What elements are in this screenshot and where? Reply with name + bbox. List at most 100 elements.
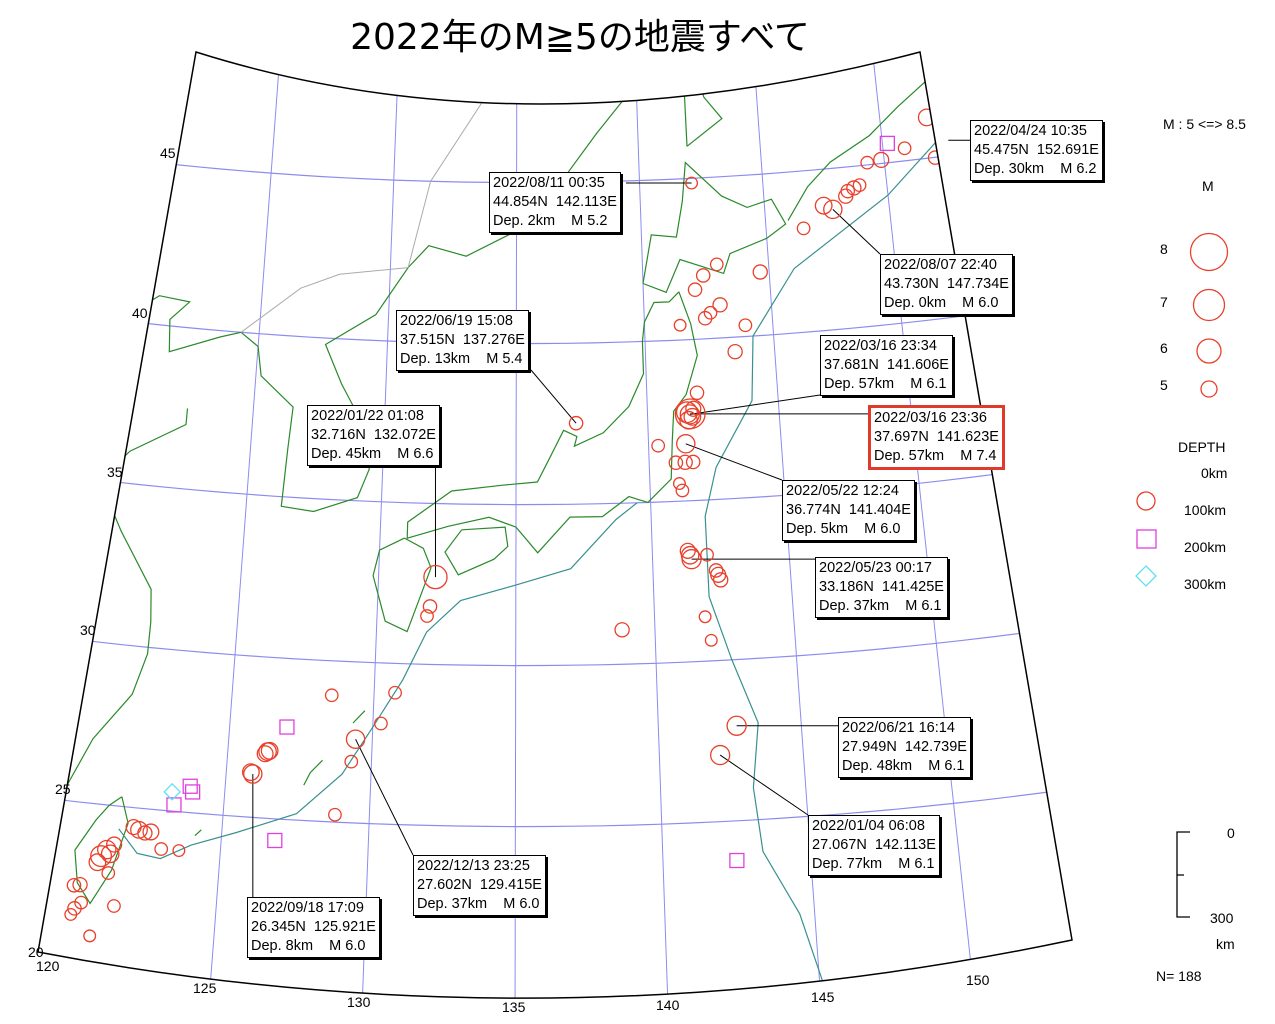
earthquake-marker: [568, 415, 584, 431]
earthquake-marker: [796, 221, 811, 236]
callout-date: 2022/05/22 12:24: [786, 483, 899, 499]
legend-depth-0: 0km: [1201, 465, 1228, 481]
earthquake-marker: [673, 318, 687, 332]
meridian-125: [208, 52, 282, 999]
callout: 2022/05/23 00:17 33.186N 141.425E Dep. 37k…: [815, 557, 948, 618]
earthquake-marker: [752, 264, 768, 280]
coastline-shikoku: [444, 526, 509, 576]
earthquake-marker: [697, 310, 713, 326]
legend-depth-square-icon: [1136, 529, 1157, 549]
callout: 2022/01/22 01:08 32.716N 132.072E Dep. 45k…: [307, 405, 440, 466]
callout-info: Dep. 2km M 5.2: [493, 213, 608, 229]
parallel-35: [38, 444, 1072, 506]
legend-depth-circle-icon: [1136, 491, 1156, 511]
callout-date: 2022/04/24 10:35: [974, 123, 1087, 139]
coastline-kyushu: [372, 537, 432, 633]
earthquake-marker: [729, 852, 745, 869]
earthquake-marker: [66, 878, 82, 893]
earthquake-marker: [703, 305, 718, 320]
earthquake-marker: [677, 454, 693, 471]
lon-tick-label: 145: [811, 989, 835, 1005]
callout-info: Dep. 0km M 6.0: [884, 295, 999, 311]
earthquake-marker: [897, 141, 912, 156]
callout-leader-line: [832, 208, 881, 255]
meridian-150: [869, 52, 975, 990]
map-frame: [37, 51, 1073, 999]
earthquake-marker: [83, 929, 97, 943]
coastline-shandong: [38, 408, 189, 814]
depth-scale-unit: km: [1216, 936, 1235, 952]
earthquake-marker: [172, 844, 186, 858]
callout-loc: 32.716N 132.072E: [311, 427, 436, 443]
event-count: N= 188: [1156, 968, 1202, 984]
callout-info: Dep. 37km M 6.1: [819, 598, 942, 614]
earthquake-marker: [267, 832, 283, 849]
depth-scale-bottom: 300: [1210, 910, 1234, 926]
legend-mag-7: 7: [1160, 294, 1168, 310]
earthquake-markers: [64, 108, 962, 943]
callout-leader-line: [689, 394, 821, 415]
legend-mag-6: 6: [1160, 340, 1168, 356]
earthquake-marker: [689, 385, 705, 401]
callout-info: Dep. 77km M 6.1: [812, 856, 935, 872]
callout-loc: 27.949N 142.739E: [842, 739, 967, 755]
legend-mag-circle: [1200, 380, 1218, 398]
earthquake-marker: [838, 188, 854, 204]
earthquake-marker: [679, 542, 696, 559]
coastline-china: [117, 295, 242, 353]
earthquake-marker: [873, 151, 890, 169]
depth-scale-bar: [1176, 831, 1190, 918]
earthquake-marker: [374, 716, 388, 731]
callout: 2022/08/07 22:40 43.730N 147.734E Dep. 0km…: [880, 254, 1013, 315]
earthquake-marker: [738, 318, 753, 333]
callout-date: 2022/05/23 00:17: [819, 560, 932, 576]
trench-line: [704, 53, 982, 993]
trench-lines: [118, 53, 982, 993]
earthquake-marker: [675, 483, 690, 498]
earthquake-marker: [708, 563, 724, 578]
earthquake-marker: [100, 844, 120, 864]
earthquake-marker: [423, 564, 448, 590]
callout: 2022/09/18 17:09 26.345N 125.921E Dep. 8km…: [247, 897, 380, 958]
earthquake-marker: [97, 839, 117, 860]
callout-info: Dep. 30km M 6.2: [974, 161, 1097, 177]
earthquake-marker: [241, 763, 260, 782]
earthquake-marker: [279, 719, 295, 735]
callout-date: 2022/06/21 16:14: [842, 720, 955, 736]
earthquake-marker: [420, 609, 434, 623]
callout-date: 2022/01/22 01:08: [311, 408, 424, 424]
coastlines: [38, 52, 950, 905]
border-line: [240, 267, 409, 333]
coastline-honshu: [406, 291, 698, 554]
lat-tick-label: 30: [80, 622, 96, 638]
callout: 2022/05/22 12:24 36.774N 141.404E Dep. 5km…: [782, 480, 915, 541]
parallel-25: [38, 760, 1072, 828]
legend-depth-100: 100km: [1184, 502, 1227, 518]
earthquake-marker: [101, 866, 116, 880]
callout-leader-line: [719, 754, 809, 816]
lat-tick-label: 20: [28, 944, 44, 960]
callout: 2022/01/04 06:08 27.067N 142.113E Dep. 77k…: [808, 815, 940, 876]
legend-marks: [1135, 232, 1229, 918]
callout-info: Dep. 57km M 7.4: [874, 448, 997, 464]
earthquake-marker: [710, 744, 731, 766]
legend-mag-8: 8: [1160, 241, 1168, 257]
earthquake-marker: [879, 135, 895, 152]
earthquake-marker: [243, 764, 263, 784]
callout-leader-line: [685, 443, 783, 481]
earthquake-marker: [90, 845, 113, 868]
earthquake-marker: [154, 842, 169, 856]
callout-loc: 37.697N 141.623E: [874, 429, 999, 445]
callout: 2022/12/13 23:25 27.602N 129.415E Dep. 37k…: [413, 855, 546, 916]
lon-tick-label: 130: [347, 994, 371, 1010]
legend-depth-diamond-icon: [1135, 565, 1157, 587]
earthquake-marker: [328, 807, 342, 822]
earthquake-marker: [142, 823, 160, 841]
callout-date: 2022/01/04 06:08: [812, 818, 925, 834]
earthquake-marker: [695, 268, 711, 283]
earthquake-marker: [184, 784, 201, 800]
earthquake-marker: [700, 547, 714, 562]
depth-scale-top: 0: [1227, 825, 1235, 841]
meridian-140: [634, 52, 669, 999]
